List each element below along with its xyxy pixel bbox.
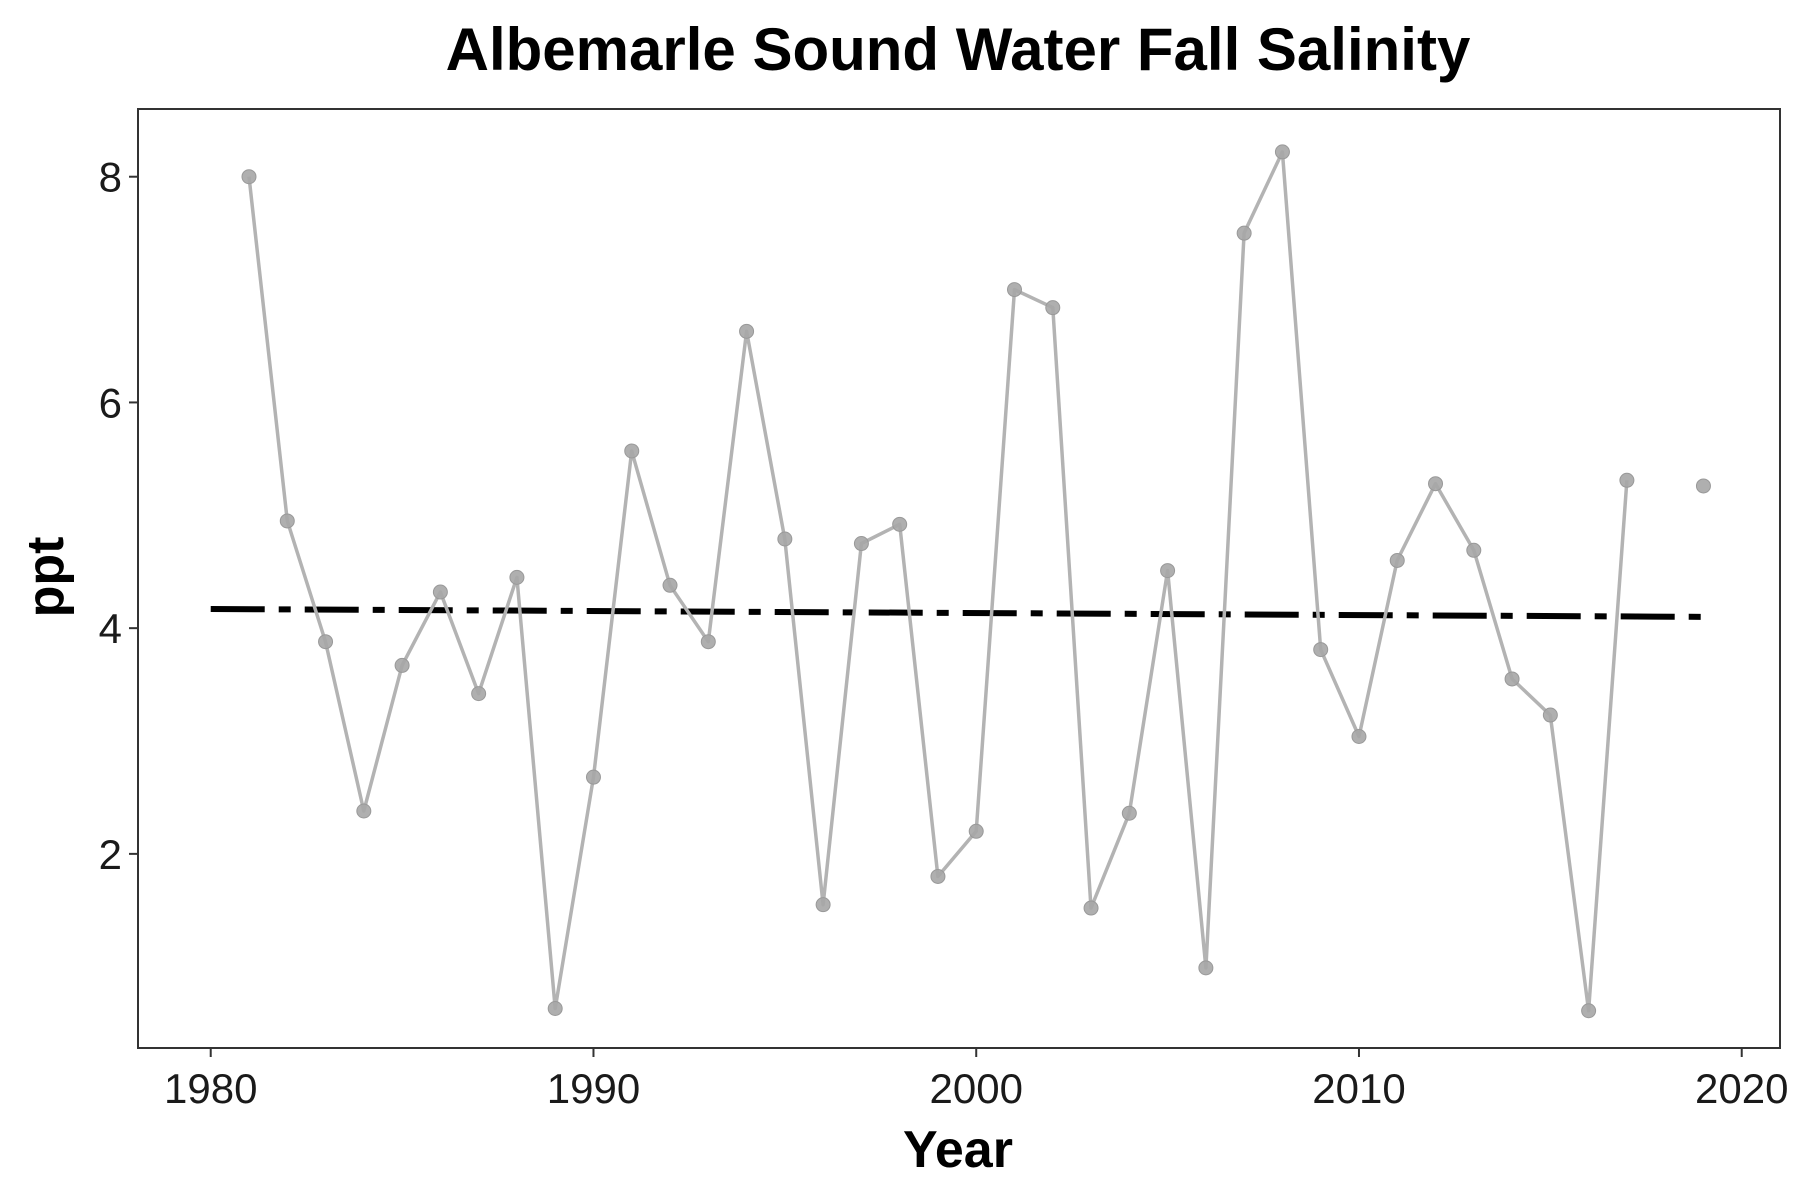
x-tick-label: 2010 — [1312, 1065, 1405, 1112]
data-point — [624, 443, 640, 459]
x-axis-ticks: 1980 1990 2000 2010 2020 — [164, 1048, 1788, 1112]
plot-panel — [137, 108, 1781, 1049]
data-point — [318, 634, 334, 650]
y-tick-label: 8 — [99, 154, 122, 201]
data-point — [432, 584, 448, 600]
y-axis-ticks: 2 4 6 8 — [99, 154, 138, 878]
data-point — [1160, 563, 1176, 579]
x-tick-label: 1990 — [547, 1065, 640, 1112]
data-point — [241, 169, 257, 185]
data-point — [930, 868, 946, 884]
data-point — [815, 897, 831, 913]
data-point — [1542, 707, 1558, 723]
data-point — [662, 577, 678, 593]
data-point — [1198, 960, 1214, 976]
data-point — [1504, 671, 1520, 687]
x-tick-label: 2000 — [930, 1065, 1023, 1112]
y-tick-label: 2 — [99, 831, 122, 878]
data-point — [853, 536, 869, 552]
data-point — [509, 569, 525, 585]
data-point — [394, 657, 410, 673]
chart-title: Albemarle Sound Water Fall Salinity — [446, 16, 1471, 83]
x-tick-label: 2020 — [1695, 1065, 1788, 1112]
y-tick-label: 6 — [99, 379, 122, 426]
x-tick-label: 1980 — [164, 1065, 257, 1112]
data-point — [471, 686, 487, 702]
y-tick-label: 4 — [99, 605, 122, 652]
trend-line — [210, 605, 1704, 620]
data-point — [1581, 1003, 1597, 1019]
data-point — [739, 323, 755, 339]
data-point — [1045, 300, 1061, 316]
trend-layer — [210, 605, 1704, 620]
data-point — [356, 803, 372, 819]
y-axis-label: ppt — [17, 537, 75, 618]
data-point — [700, 634, 716, 650]
data-point — [1389, 552, 1405, 568]
x-axis-label: Year — [903, 1121, 1013, 1179]
data-point — [777, 531, 793, 547]
data-point — [1313, 642, 1329, 658]
data-point — [1236, 225, 1252, 241]
series-layer — [241, 144, 1711, 1019]
data-point — [1428, 476, 1444, 492]
data-point — [547, 1000, 563, 1016]
data-point — [1006, 282, 1022, 298]
data-point — [585, 769, 601, 785]
data-point — [279, 513, 295, 529]
data-point — [1466, 542, 1482, 558]
data-point — [968, 823, 984, 839]
data-point — [1274, 144, 1290, 160]
data-point — [1083, 900, 1099, 916]
data-point — [1619, 472, 1635, 488]
data-point — [1121, 805, 1137, 821]
data-point — [1695, 478, 1711, 494]
data-point — [1351, 729, 1367, 745]
data-point — [892, 516, 908, 532]
